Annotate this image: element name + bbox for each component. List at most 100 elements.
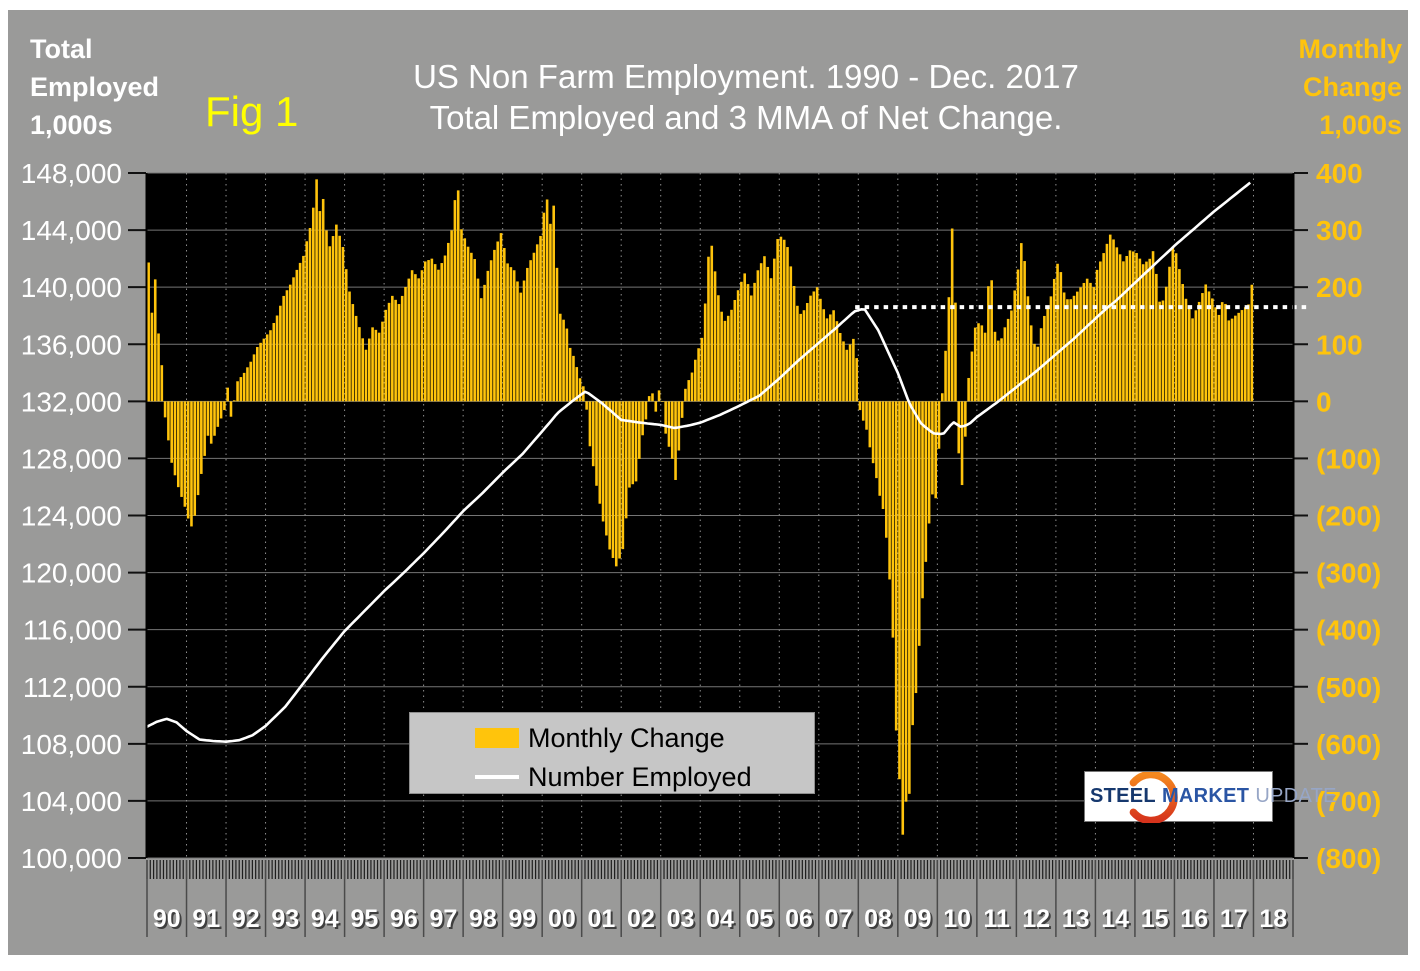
x-axis-year-label-shadow: 11	[985, 907, 1012, 935]
bar	[852, 338, 855, 402]
bar	[1148, 258, 1152, 402]
x-axis-year-label-shadow: 98	[471, 907, 499, 935]
x-axis-year-label-shadow: 14	[1103, 907, 1131, 935]
bar	[898, 401, 901, 780]
x-axis-year-label: 06	[785, 905, 813, 933]
bar	[1164, 286, 1168, 402]
bar	[1108, 234, 1112, 402]
left-axis-tick-label: 148,000	[21, 158, 122, 189]
bar	[651, 393, 654, 402]
chart-title-line2: Total Employed and 3 MMA of Net Change.	[429, 99, 1063, 136]
bar	[1138, 258, 1142, 402]
legend-item-monthly-change: Monthly Change	[410, 723, 725, 753]
x-axis-year-label: 02	[627, 905, 655, 933]
bar	[713, 271, 717, 402]
bar	[796, 305, 799, 402]
x-axis-year-label-shadow: 00	[550, 907, 578, 935]
left-axis-tick-label: 104,000	[21, 786, 122, 817]
x-axis-year-label-shadow: 13	[1064, 907, 1092, 935]
bar	[1230, 318, 1234, 402]
bar	[542, 212, 546, 402]
bar	[348, 291, 351, 402]
left-axis-tick-label: 120,000	[21, 558, 122, 589]
bar	[611, 401, 615, 558]
bar	[1174, 253, 1178, 402]
right-axis-header-line: Monthly	[1298, 34, 1402, 64]
bar	[1250, 284, 1254, 402]
bar	[1234, 315, 1237, 402]
bar	[160, 365, 164, 402]
bar	[232, 400, 236, 402]
x-axis-year-label: 16	[1180, 905, 1208, 933]
bar	[387, 302, 391, 402]
bar	[684, 388, 687, 402]
bar	[1105, 243, 1109, 402]
right-axis-tick-label: (700)	[1316, 786, 1381, 817]
bar	[186, 401, 190, 519]
bar	[219, 401, 223, 419]
bar	[532, 252, 536, 402]
bar	[1247, 304, 1250, 402]
bar	[881, 401, 885, 509]
x-axis-year-label-shadow: 01	[590, 907, 618, 935]
bar	[661, 401, 664, 402]
bar	[157, 333, 160, 402]
bar	[351, 304, 355, 402]
bar	[1036, 346, 1040, 402]
x-axis-year-label: 92	[232, 905, 260, 933]
right-axis-tick-label: 0	[1316, 386, 1332, 417]
bar	[315, 179, 318, 402]
left-axis-header-line: 1,000s	[30, 110, 113, 140]
bar	[364, 349, 368, 402]
x-axis-year-label-shadow: 02	[629, 907, 657, 935]
bar	[1240, 310, 1244, 402]
x-axis-year-label-shadow: 97	[431, 907, 459, 935]
left-axis-header-line: Employed	[30, 72, 160, 102]
x-axis-year-label: 17	[1220, 905, 1248, 933]
bar	[265, 334, 269, 402]
bar	[937, 401, 941, 449]
bar	[1069, 299, 1073, 402]
bar	[391, 295, 394, 402]
x-axis-year-label-shadow: 93	[273, 907, 301, 935]
bar	[940, 393, 944, 402]
bar	[1016, 269, 1020, 402]
bar	[1082, 282, 1086, 402]
bar	[638, 401, 641, 459]
left-axis-tick-label: 124,000	[21, 501, 122, 532]
bar	[631, 401, 635, 485]
bar	[338, 235, 341, 402]
bar	[868, 401, 872, 448]
bar	[829, 314, 832, 402]
bar	[203, 401, 206, 456]
bar	[565, 328, 569, 402]
bar	[1194, 310, 1198, 402]
bar	[700, 337, 704, 402]
bar	[193, 401, 197, 516]
bar	[1089, 282, 1092, 402]
bar	[1092, 287, 1096, 402]
bar	[242, 372, 246, 402]
right-axis-tick-label: (200)	[1316, 501, 1381, 532]
x-axis-year-label: 03	[667, 905, 695, 933]
bar	[878, 401, 882, 496]
bar	[213, 401, 216, 436]
bar	[1178, 269, 1181, 402]
bar	[558, 313, 562, 402]
bar	[1026, 296, 1030, 402]
bar	[371, 327, 374, 402]
bar	[954, 302, 957, 402]
bar	[519, 292, 523, 402]
bar	[1220, 302, 1224, 402]
bar	[1072, 295, 1076, 402]
bar	[196, 401, 200, 496]
bar	[1118, 254, 1122, 402]
left-axis-tick-label: 132,000	[21, 386, 122, 417]
bar	[1155, 273, 1158, 402]
x-axis-year-label-shadow: 17	[1222, 907, 1250, 935]
bar	[433, 264, 437, 402]
bar	[1204, 284, 1208, 402]
right-axis-tick-label: (300)	[1316, 558, 1381, 589]
bar	[931, 401, 934, 495]
bar	[1128, 250, 1132, 402]
